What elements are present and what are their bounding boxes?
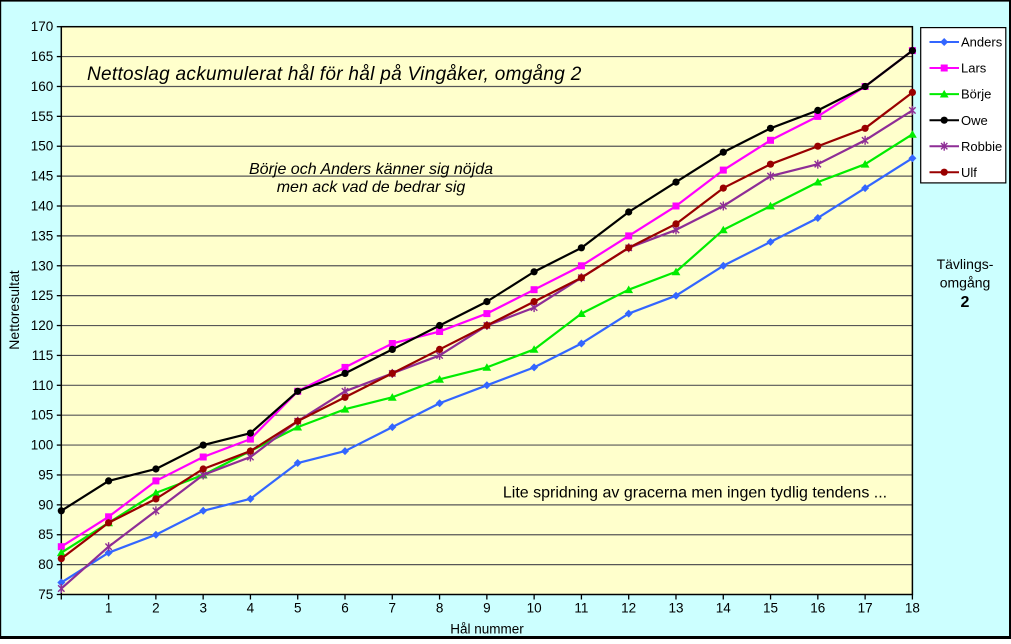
svg-text:Nettoresultat: Nettoresultat (6, 270, 22, 349)
svg-text:9: 9 (483, 601, 491, 616)
svg-text:2: 2 (961, 294, 970, 311)
svg-text:130: 130 (31, 258, 54, 273)
svg-text:13: 13 (668, 601, 683, 616)
svg-text:85: 85 (38, 527, 53, 542)
svg-text:15: 15 (763, 601, 778, 616)
svg-text:Lars: Lars (961, 61, 987, 76)
svg-text:Börje: Börje (961, 87, 991, 102)
svg-text:7: 7 (389, 601, 397, 616)
svg-text:6: 6 (341, 601, 349, 616)
svg-text:8: 8 (436, 601, 444, 616)
svg-text:110: 110 (32, 378, 54, 393)
svg-text:125: 125 (31, 288, 54, 303)
svg-text:115: 115 (32, 348, 54, 363)
svg-text:Anders: Anders (961, 35, 1003, 50)
svg-text:16: 16 (810, 601, 825, 616)
svg-text:18: 18 (905, 601, 920, 616)
svg-text:Börje och Anders känner sig nö: Börje och Anders känner sig nöjda (249, 161, 493, 178)
svg-text:11: 11 (574, 601, 588, 616)
svg-text:omgång: omgång (940, 275, 991, 291)
svg-text:170: 170 (31, 19, 54, 34)
svg-text:Owe: Owe (961, 113, 988, 128)
svg-text:95: 95 (38, 468, 53, 483)
svg-text:90: 90 (38, 497, 53, 512)
svg-text:140: 140 (31, 199, 54, 214)
svg-text:100: 100 (31, 438, 54, 453)
svg-text:4: 4 (247, 601, 255, 616)
svg-text:145: 145 (31, 169, 54, 184)
svg-text:80: 80 (38, 557, 53, 572)
svg-text:150: 150 (31, 139, 54, 154)
svg-text:2: 2 (152, 601, 160, 616)
svg-text:14: 14 (716, 601, 732, 616)
svg-text:3: 3 (199, 601, 207, 616)
svg-text:17: 17 (858, 601, 873, 616)
svg-text:Ulf: Ulf (961, 165, 977, 180)
svg-text:160: 160 (31, 79, 54, 94)
svg-text:1: 1 (105, 601, 113, 616)
svg-text:Robbie: Robbie (961, 139, 1002, 154)
svg-text:155: 155 (31, 109, 54, 124)
svg-text:120: 120 (31, 318, 54, 333)
svg-text:75: 75 (38, 587, 53, 602)
svg-text:men ack vad de bedrar sig: men ack vad de bedrar sig (277, 179, 466, 196)
svg-text:165: 165 (31, 49, 54, 64)
svg-text:Tävlings-: Tävlings- (937, 256, 994, 272)
svg-text:5: 5 (294, 601, 302, 616)
svg-text:10: 10 (527, 601, 542, 616)
svg-text:Lite spridning av gracerna men: Lite spridning av gracerna men ingen tyd… (503, 485, 887, 502)
svg-text:Nettoslag ackumulerat hål för: Nettoslag ackumulerat hål för hål på Vin… (87, 64, 582, 85)
svg-text:12: 12 (621, 601, 636, 616)
svg-text:105: 105 (31, 408, 54, 423)
svg-text:135: 135 (31, 228, 54, 243)
svg-text:Hål nummer: Hål nummer (450, 622, 524, 637)
